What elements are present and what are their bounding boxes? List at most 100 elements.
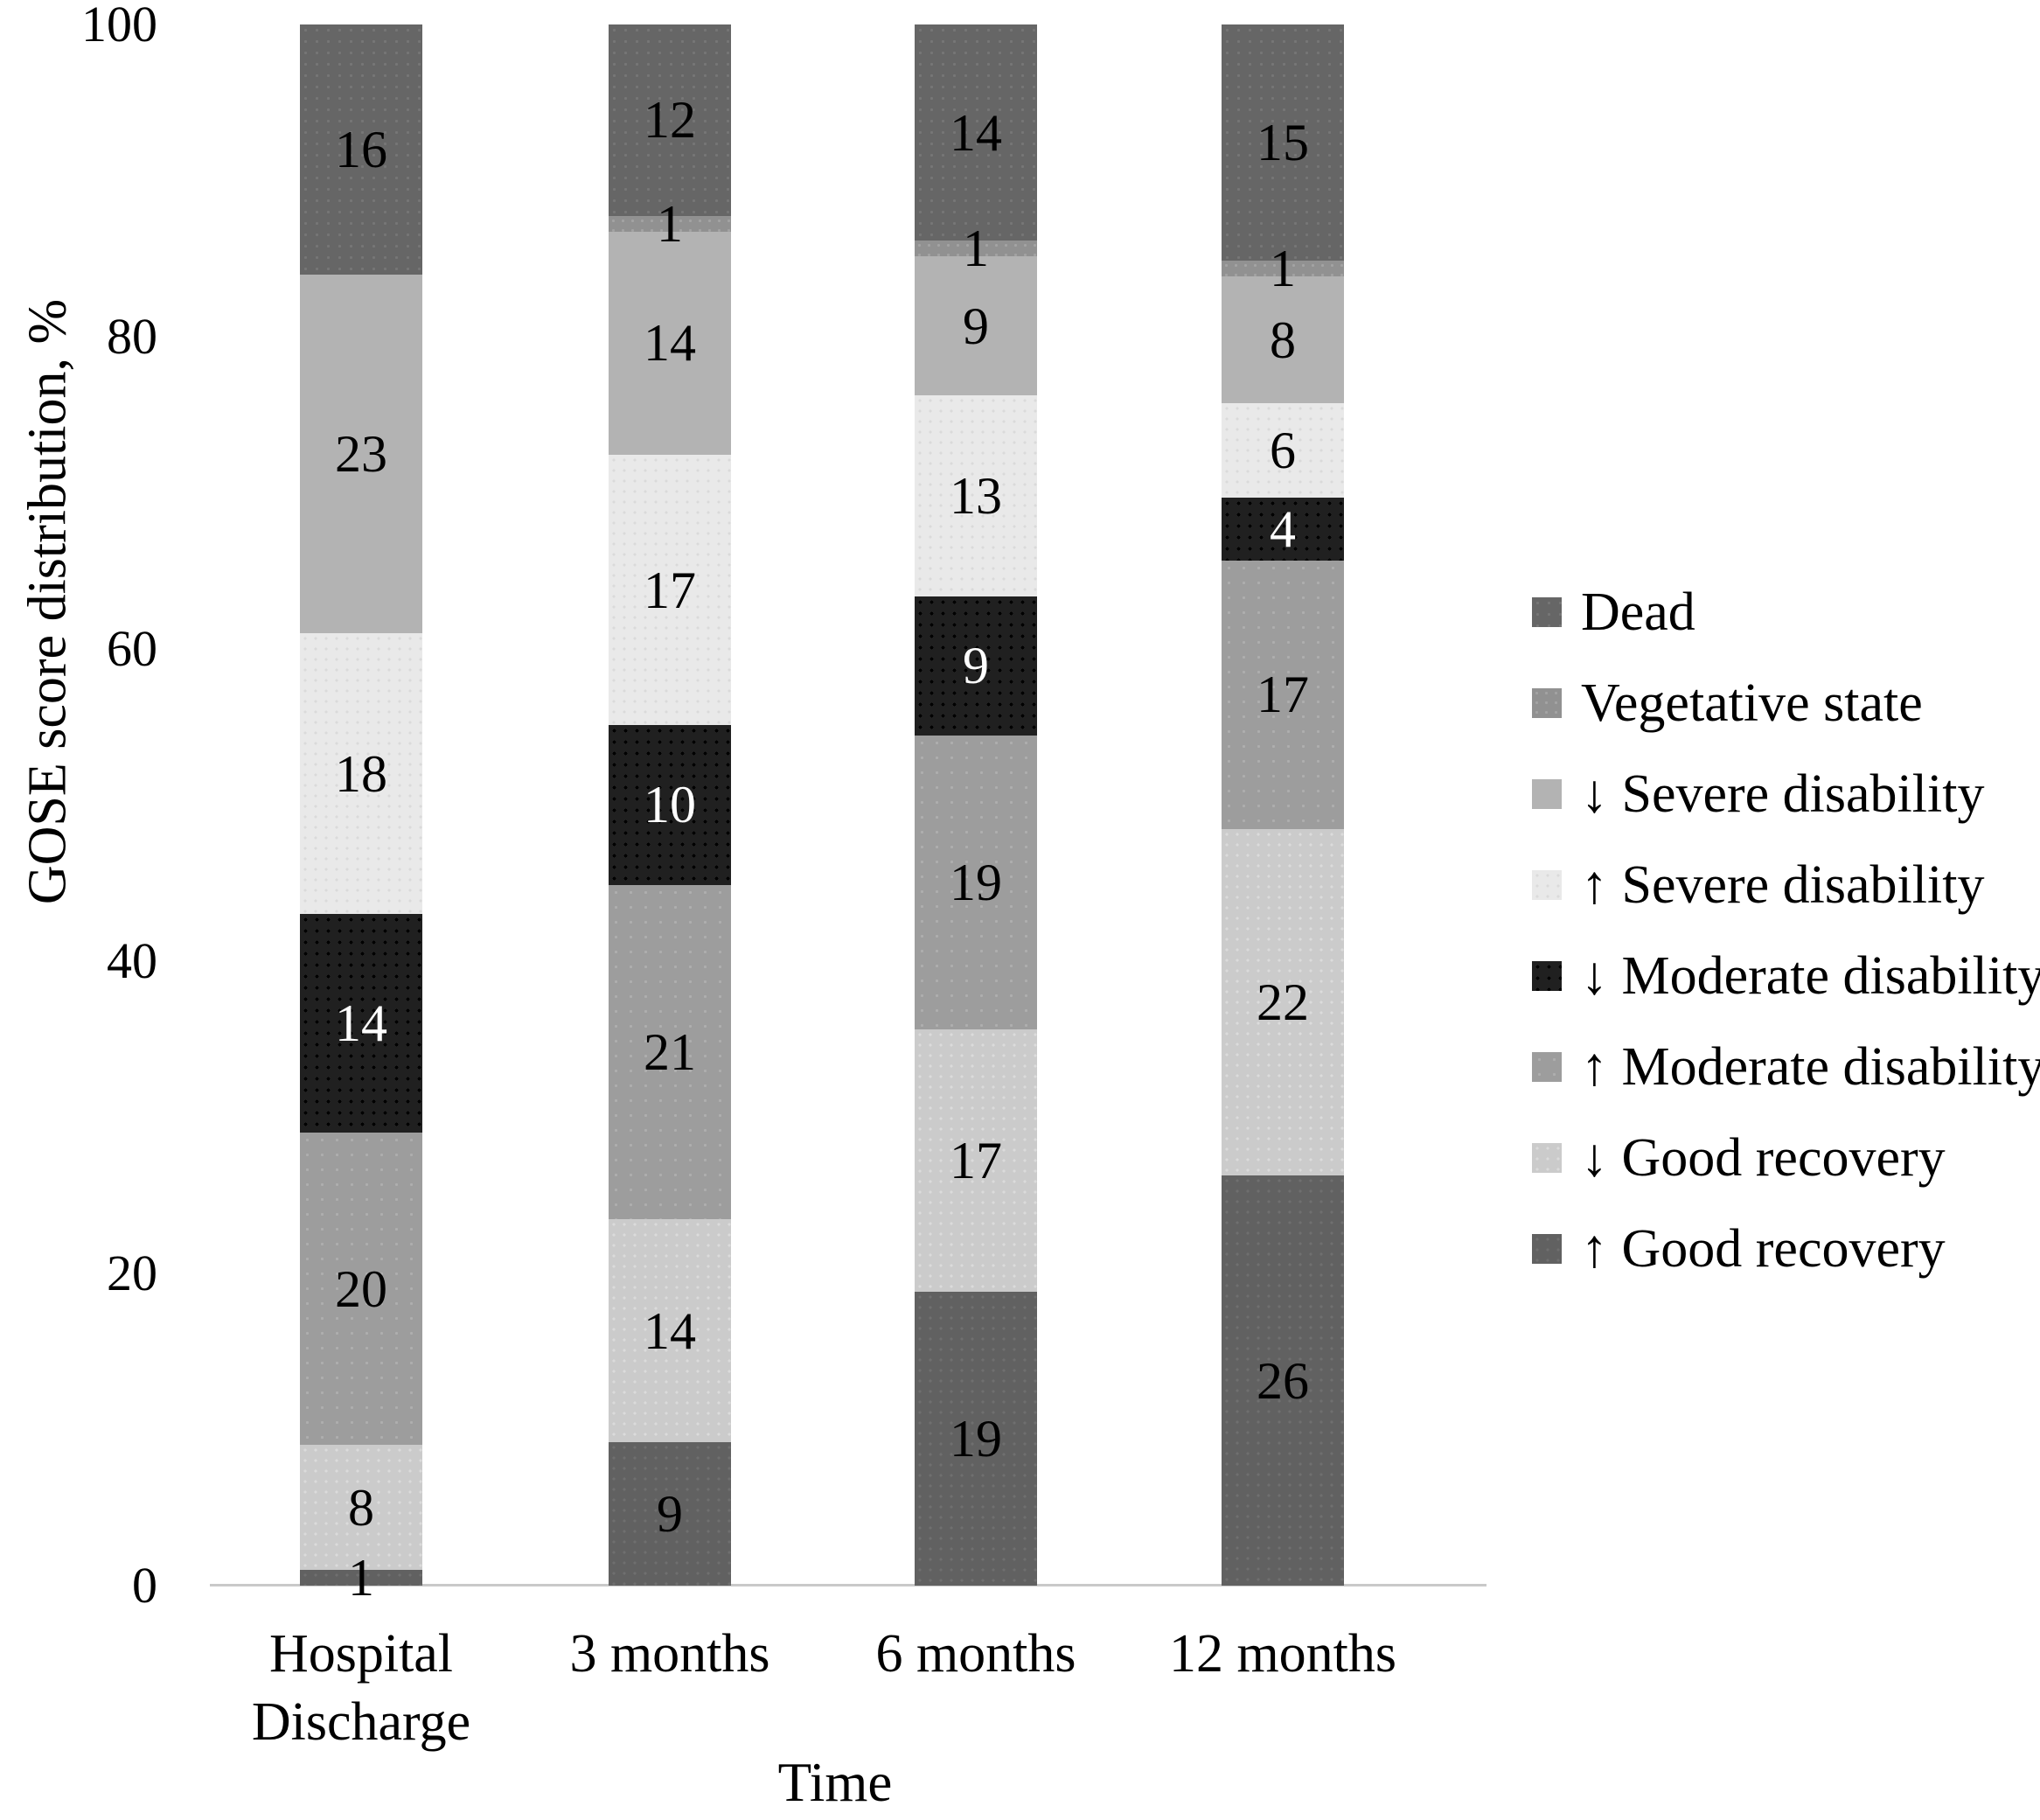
segment-value-label: 1 <box>1270 240 1296 298</box>
legend-item-down-moderate-disability: ↓ Moderate disability <box>1532 931 2040 1022</box>
y-tick-label: 0 <box>132 1557 157 1614</box>
legend-swatch-up-good-recovery <box>1532 1234 1562 1264</box>
segment-value-label: 13 <box>950 467 1002 526</box>
segment-value-label: 14 <box>335 994 387 1053</box>
segment-value-label: 19 <box>950 1410 1002 1468</box>
legend-label: Dead <box>1581 582 1695 642</box>
bar-segment-dead: 16 <box>300 24 422 275</box>
segment-value-label: 9 <box>963 637 989 695</box>
legend-label: ↑ Moderate disability <box>1581 1036 2040 1097</box>
segment-value-label: 8 <box>348 1478 374 1537</box>
segment-value-label: 4 <box>1270 499 1296 558</box>
legend-swatch-dead <box>1532 597 1562 627</box>
segment-value-label: 22 <box>1257 973 1309 1031</box>
segment-value-label: 8 <box>1270 310 1296 369</box>
legend-swatch-vegetative-state <box>1532 688 1562 718</box>
legend-label: Vegetative state <box>1581 673 1923 733</box>
bar-segment-up-good-recovery: 26 <box>1222 1175 1344 1586</box>
segment-value-label: 9 <box>657 1485 683 1544</box>
x-axis-title: Time <box>777 1752 893 1813</box>
bar-segment-down-severe-disability: 14 <box>609 231 731 455</box>
bar-segment-vegetative-state: 1 <box>1222 242 1344 295</box>
bar-segment-up-moderate-disability: 20 <box>300 1133 422 1446</box>
bar-segment-vegetative-state: 1 <box>915 222 1037 275</box>
segment-value-label: 26 <box>1257 1351 1309 1410</box>
y-tick-label: 80 <box>107 308 157 365</box>
y-tick-label: 100 <box>81 0 157 52</box>
segment-value-label: 20 <box>335 1259 387 1318</box>
y-tick-label: 60 <box>107 620 157 677</box>
segment-value-label: 15 <box>1257 114 1309 172</box>
x-tick-label: 12 months <box>1168 1624 1397 1684</box>
bar-segment-up-moderate-disability: 17 <box>1222 561 1344 829</box>
legend-label: ↓ Good recovery <box>1581 1127 1946 1188</box>
bar-segment-up-severe-disability: 17 <box>609 454 731 726</box>
segment-value-label: 10 <box>644 776 696 834</box>
segment-value-label: 1 <box>657 194 683 253</box>
legend-item-vegetative-state: Vegetative state <box>1532 658 2040 749</box>
segment-value-label: 12 <box>644 91 696 150</box>
legend-label: ↓ Severe disability <box>1581 764 1985 824</box>
segment-value-label: 23 <box>335 424 387 483</box>
segment-value-label: 9 <box>963 296 989 355</box>
bar-segment-down-moderate-disability: 10 <box>609 725 731 885</box>
bar-segment-up-severe-disability: 18 <box>300 633 422 915</box>
bar-segment-up-moderate-disability: 19 <box>915 735 1037 1029</box>
legend-item-up-good-recovery: ↑ Good recovery <box>1532 1203 2040 1294</box>
bar-segment-up-moderate-disability: 21 <box>609 884 731 1220</box>
bar-segment-up-good-recovery: 1 <box>300 1552 422 1604</box>
bar-segment-up-good-recovery: 19 <box>915 1292 1037 1586</box>
bar-segment-down-moderate-disability: 4 <box>1222 497 1344 561</box>
legend-label: ↑ Severe disability <box>1581 854 1985 915</box>
segment-value-label: 1 <box>963 220 989 278</box>
legend: Dead Vegetative state ↓ Severe disability ↑… <box>1532 567 2040 1294</box>
x-tick-label: 3 months <box>569 1624 770 1684</box>
bar-segment-down-moderate-disability: 9 <box>915 596 1037 736</box>
legend-item-down-good-recovery: ↓ Good recovery <box>1532 1112 2040 1203</box>
y-tick-label: 40 <box>107 932 157 989</box>
legend-swatch-down-severe-disability <box>1532 779 1562 809</box>
segment-value-label: 21 <box>644 1022 696 1081</box>
legend-swatch-down-moderate-disability <box>1532 961 1562 991</box>
x-axis-line <box>210 1584 1486 1586</box>
bar-segment-down-good-recovery: 8 <box>300 1445 422 1571</box>
legend-swatch-down-good-recovery <box>1532 1143 1562 1173</box>
bar-segment-vegetative-state: 1 <box>609 198 731 250</box>
bar-segment-up-severe-disability: 6 <box>1222 402 1344 498</box>
bar-segment-down-severe-disability: 23 <box>300 274 422 634</box>
bar-segment-down-good-recovery: 14 <box>609 1219 731 1443</box>
segment-value-label: 6 <box>1270 421 1296 479</box>
bar-segment-down-severe-disability: 8 <box>1222 276 1344 403</box>
legend-item-down-severe-disability: ↓ Severe disability <box>1532 749 2040 840</box>
y-axis-title: GOSE score distribution, % <box>17 298 78 905</box>
segment-value-label: 14 <box>644 1301 696 1360</box>
bar-segment-down-moderate-disability: 14 <box>300 914 422 1133</box>
segment-value-label: 18 <box>335 744 387 803</box>
segment-value-label: 1 <box>348 1549 374 1607</box>
bar-segment-down-good-recovery: 22 <box>1222 828 1344 1176</box>
bar-segment-dead: 15 <box>1222 24 1344 261</box>
bar-segment-up-good-recovery: 9 <box>609 1442 731 1586</box>
segment-value-label: 17 <box>950 1131 1002 1189</box>
y-tick-label: 20 <box>107 1245 157 1301</box>
bar-segment-down-good-recovery: 17 <box>915 1029 1037 1293</box>
x-tick-label: 6 months <box>875 1624 1076 1684</box>
bar-segment-dead: 12 <box>609 24 731 216</box>
x-tick-label: Hospital Discharge <box>251 1624 471 1752</box>
bar-segment-dead: 14 <box>915 24 1037 241</box>
bar-segment-up-severe-disability: 13 <box>915 395 1037 596</box>
legend-item-up-moderate-disability: ↑ Moderate disability <box>1532 1022 2040 1112</box>
segment-value-label: 14 <box>950 103 1002 162</box>
legend-swatch-up-severe-disability <box>1532 870 1562 900</box>
legend-item-dead: Dead <box>1532 567 2040 658</box>
bar-segment-down-severe-disability: 9 <box>915 256 1037 396</box>
legend-label: ↑ Good recovery <box>1581 1218 1946 1279</box>
segment-value-label: 17 <box>644 561 696 619</box>
segment-value-label: 17 <box>1257 666 1309 724</box>
legend-swatch-up-moderate-disability <box>1532 1052 1562 1082</box>
legend-item-up-severe-disability: ↑ Severe disability <box>1532 840 2040 931</box>
legend-label: ↓ Moderate disability <box>1581 945 2040 1006</box>
segment-value-label: 16 <box>335 120 387 178</box>
segment-value-label: 14 <box>644 314 696 373</box>
